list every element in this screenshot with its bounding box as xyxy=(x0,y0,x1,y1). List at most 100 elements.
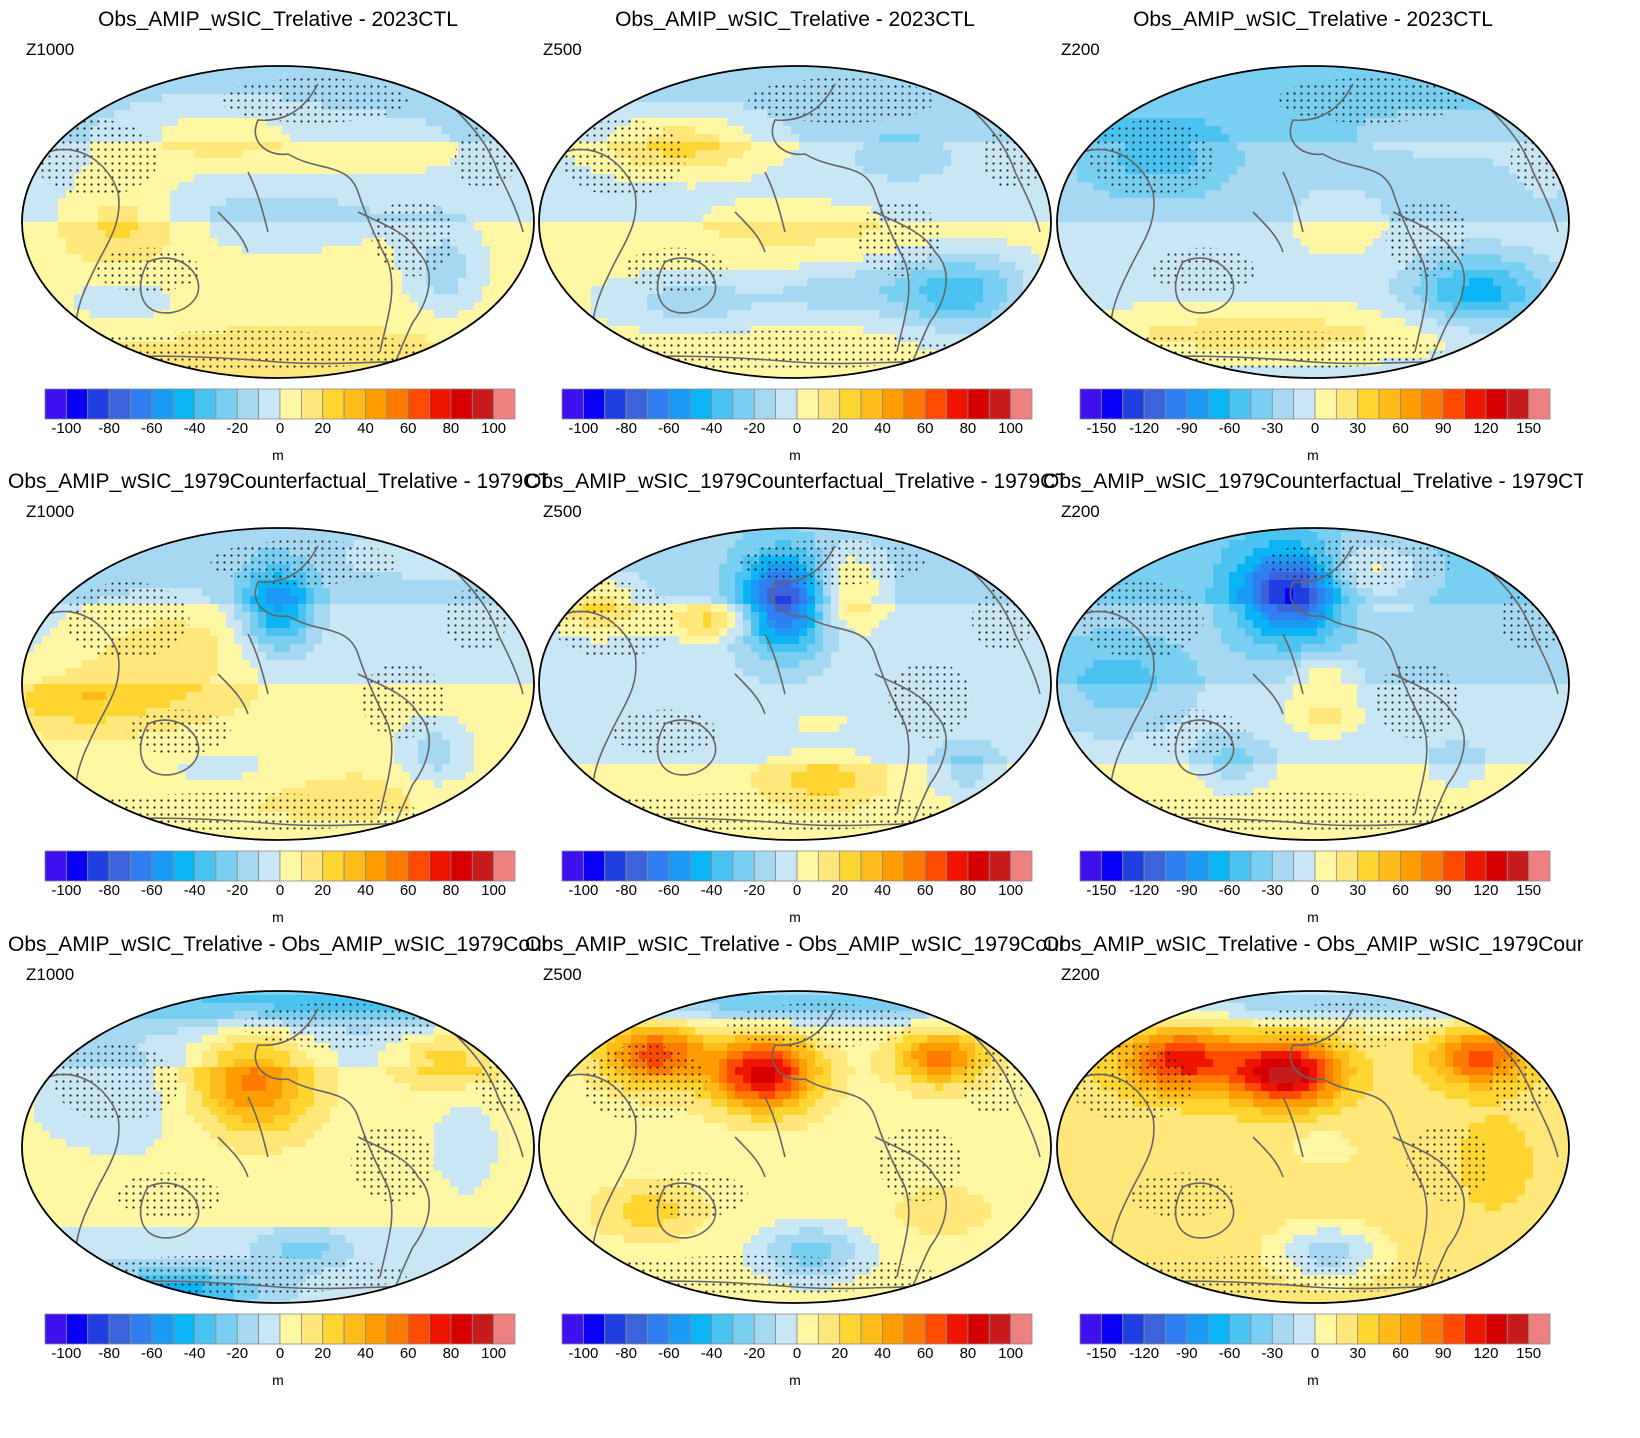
colorbar-swatch xyxy=(1357,388,1380,420)
colorbar-swatch xyxy=(65,1313,89,1345)
colorbar-tick-label: 0 xyxy=(793,420,801,437)
colorbar xyxy=(44,1313,516,1345)
colorbar-swatch xyxy=(322,1313,345,1345)
colorbar-swatch xyxy=(1357,850,1380,882)
colorbar-swatch xyxy=(1485,388,1508,420)
colorbar-swatch xyxy=(775,1313,798,1345)
colorbar-swatch xyxy=(1421,1313,1444,1345)
colorbar-swatch xyxy=(604,388,627,420)
colorbar-swatch xyxy=(215,388,238,420)
colorbar-tick-label: -80 xyxy=(615,420,637,437)
colorbar-swatch xyxy=(732,850,755,882)
colorbar-swatch xyxy=(1335,388,1359,420)
pressure-level-label: Z500 xyxy=(543,965,582,985)
robinson-map xyxy=(538,65,1052,379)
colorbar-swatch xyxy=(300,388,324,420)
colorbar-swatch xyxy=(1122,850,1145,882)
colorbar-swatch xyxy=(924,1313,947,1345)
colorbar-swatch xyxy=(1506,850,1530,882)
colorbar-swatch xyxy=(279,1313,302,1345)
colorbar-tick-label: 40 xyxy=(357,420,374,437)
colorbar-swatch xyxy=(1421,850,1444,882)
colorbar-tick-label: 0 xyxy=(793,1345,801,1362)
robinson-map xyxy=(1056,65,1570,379)
colorbar-tick-label: 60 xyxy=(1392,882,1409,899)
colorbar-tick-label: 80 xyxy=(960,882,977,899)
colorbar-swatch xyxy=(1528,1313,1551,1345)
map-panel: Obs_AMIP_wSIC_Trelative - Obs_AMIP_wSIC_… xyxy=(1043,925,1583,1395)
map-border xyxy=(21,527,535,841)
colorbar-tick-label: 30 xyxy=(1349,882,1366,899)
colorbar-swatch xyxy=(172,850,195,882)
map-panel: Obs_AMIP_wSIC_Trelative - Obs_AMIP_wSIC_… xyxy=(8,925,548,1395)
colorbar-swatch xyxy=(988,850,1012,882)
map-border xyxy=(1056,527,1570,841)
colorbar-tick-label: -20 xyxy=(743,882,765,899)
colorbar-swatch xyxy=(236,850,260,882)
colorbar-swatch xyxy=(561,850,584,882)
colorbar-swatch xyxy=(647,1313,670,1345)
panel-title: Obs_AMIP_wSIC_1979Counterfactual_Trelati… xyxy=(1043,470,1583,494)
colorbar-swatch xyxy=(87,388,110,420)
colorbar-swatch xyxy=(1100,1313,1124,1345)
colorbar-swatch xyxy=(108,1313,131,1345)
colorbar-swatch xyxy=(1100,850,1124,882)
colorbar-tick-label: -80 xyxy=(98,882,120,899)
colorbar-swatch xyxy=(365,850,388,882)
colorbar-tick-label: -80 xyxy=(98,420,120,437)
colorbar-tick-label: 60 xyxy=(917,1345,934,1362)
colorbar-tick-label: 80 xyxy=(443,420,460,437)
colorbar-unit: m xyxy=(1043,909,1583,925)
colorbar-swatch xyxy=(407,388,430,420)
colorbar-swatch xyxy=(1010,850,1033,882)
colorbar-tick-label: 100 xyxy=(998,882,1023,899)
colorbar-swatch xyxy=(1314,388,1337,420)
colorbar-swatch xyxy=(130,388,153,420)
colorbar-tick-label: 20 xyxy=(314,1345,331,1362)
map-border xyxy=(538,65,1052,379)
colorbar-swatch xyxy=(882,850,905,882)
colorbar-swatch xyxy=(258,388,281,420)
colorbar-swatch xyxy=(386,388,409,420)
panel-title: Obs_AMIP_wSIC_1979Counterfactual_Trelati… xyxy=(8,470,548,494)
colorbar-swatch xyxy=(300,850,324,882)
colorbar-tick-label: -100 xyxy=(51,882,81,899)
colorbar-swatch xyxy=(711,850,734,882)
colorbar-tick-label: -40 xyxy=(701,882,723,899)
map-panel: Obs_AMIP_wSIC_1979Counterfactual_Trelati… xyxy=(1043,462,1583,932)
anomaly-field xyxy=(1057,991,1569,1303)
colorbar-swatch xyxy=(753,1313,777,1345)
colorbar-swatch xyxy=(1378,388,1401,420)
colorbar-swatch xyxy=(1250,1313,1273,1345)
colorbar-tick-label: -120 xyxy=(1129,1345,1159,1362)
colorbar-swatch xyxy=(87,850,110,882)
colorbar-swatch xyxy=(1271,388,1295,420)
colorbar-tick-label: -100 xyxy=(568,882,598,899)
colorbar-swatch xyxy=(1250,388,1273,420)
colorbar-swatch xyxy=(343,850,366,882)
robinson-map xyxy=(21,527,535,841)
colorbar-tick-label: -40 xyxy=(184,420,206,437)
colorbar-swatch xyxy=(668,1313,691,1345)
pressure-level-label: Z1000 xyxy=(26,502,74,522)
colorbar-swatch xyxy=(365,388,388,420)
colorbar-swatch xyxy=(450,1313,473,1345)
colorbar-swatch xyxy=(882,1313,905,1345)
colorbar-tick-label: 20 xyxy=(831,420,848,437)
colorbar-swatch xyxy=(279,388,302,420)
colorbar-swatch xyxy=(903,1313,926,1345)
colorbar-swatch xyxy=(860,850,883,882)
colorbar-swatch xyxy=(258,1313,281,1345)
robinson-map xyxy=(1056,527,1570,841)
colorbar-swatch xyxy=(1464,1313,1487,1345)
colorbar-tick-label: -150 xyxy=(1086,420,1116,437)
colorbar-unit: m xyxy=(1043,1372,1583,1388)
map-border xyxy=(21,65,535,379)
anomaly-field xyxy=(539,528,1051,840)
colorbar-ticks: -150 -120 -90 -60 -30 0 30 60 90 120 150 xyxy=(1079,1345,1549,1369)
colorbar xyxy=(561,1313,1033,1345)
colorbar-unit: m xyxy=(8,909,548,925)
colorbar-swatch xyxy=(493,850,516,882)
colorbar-tick-label: 30 xyxy=(1349,420,1366,437)
colorbar-swatch xyxy=(194,388,217,420)
